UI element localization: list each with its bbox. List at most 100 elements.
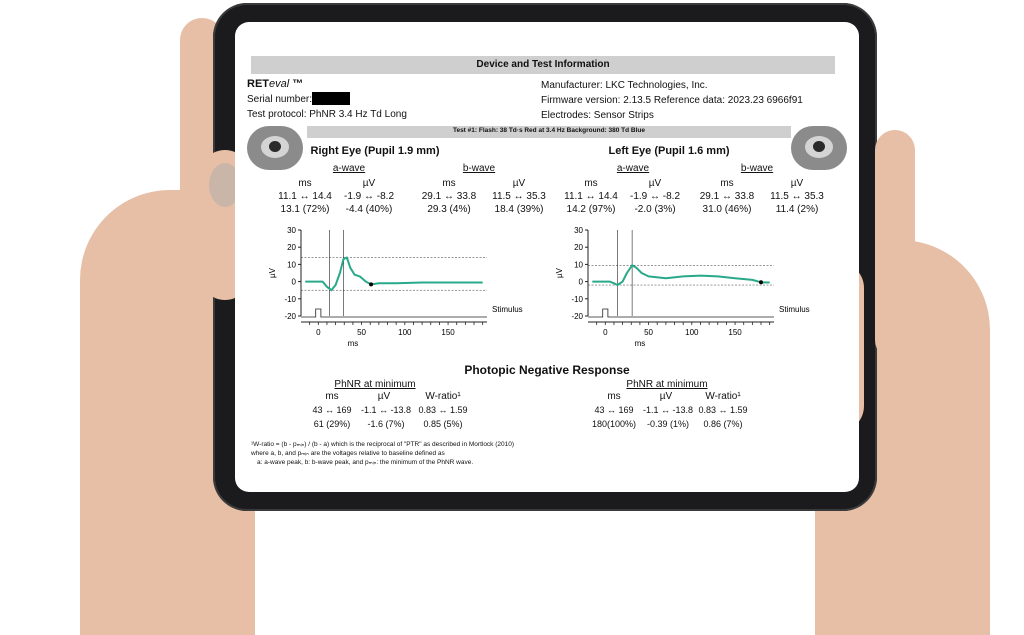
right-phnr-range: 0.83 ↔ 1.59 bbox=[418, 405, 468, 415]
left-x-tick-label: 50 bbox=[644, 328, 653, 337]
right-x-axis-label: ms bbox=[348, 339, 359, 348]
device-brand: RETeval ™ bbox=[247, 78, 304, 90]
right-x-tick-label: 100 bbox=[398, 328, 412, 337]
test-bar bbox=[307, 126, 791, 138]
left-value: 11.4 (2%) bbox=[775, 204, 819, 215]
left-phnr-unit: ms bbox=[607, 391, 621, 402]
right-thumb bbox=[875, 130, 915, 360]
left-unit: ms bbox=[584, 178, 598, 189]
right-range: 11.1 ↔ 14.4 bbox=[278, 191, 332, 202]
right-phnr-value: 0.85 (5%) bbox=[423, 419, 463, 429]
right-y-tick-label: 30 bbox=[287, 226, 296, 235]
right-eye-title: Right Eye (Pupil 1.9 mm) bbox=[310, 145, 440, 157]
left-range: -1.9 ↔ -8.2 bbox=[629, 191, 681, 202]
left-b-wave-label: b-wave bbox=[740, 163, 774, 174]
left-value: -2.0 (3%) bbox=[634, 204, 676, 215]
right-x-tick-label: 150 bbox=[441, 328, 455, 337]
right-x-tick-label: 0 bbox=[316, 328, 321, 337]
right-value: 29.3 (4%) bbox=[427, 204, 471, 215]
right-range: 11.5 ↔ 35.3 bbox=[492, 191, 546, 202]
left-eye-image bbox=[791, 126, 847, 170]
right-y-tick-label: 10 bbox=[287, 260, 296, 269]
right-y-tick-label: 20 bbox=[287, 243, 296, 252]
right-range: 29.1 ↔ 33.8 bbox=[421, 191, 477, 202]
left-x-tick-label: 0 bbox=[603, 328, 608, 337]
phnr-title: Photopic Negative Response bbox=[464, 363, 630, 377]
footnote-line: a: a-wave peak, b: b-wave peak, and pₘᵢₙ… bbox=[257, 459, 474, 466]
left-phnr-label: PhNR at minimum bbox=[626, 379, 708, 390]
right-y-tick-label: -20 bbox=[284, 312, 296, 321]
right-eye-image bbox=[247, 126, 303, 170]
right-unit: µV bbox=[362, 178, 376, 189]
right-stimulus-trace bbox=[301, 308, 487, 318]
left-phnr-range: -1.1 ↔ -13.8 bbox=[642, 405, 694, 415]
right-value: -4.4 (40%) bbox=[345, 204, 393, 215]
electrodes: Electrodes: Sensor Strips bbox=[541, 110, 654, 121]
right-phnr-unit: ms bbox=[325, 391, 339, 402]
right-phnr-value: -1.6 (7%) bbox=[367, 419, 405, 429]
right-phnr-label: PhNR at minimum bbox=[334, 379, 416, 390]
right-unit: µV bbox=[512, 178, 526, 189]
left-phnr-unit: µV bbox=[659, 391, 673, 402]
left-y-tick-label: 10 bbox=[574, 260, 583, 269]
test-protocol: Test protocol: PhNR 3.4 Hz Td Long bbox=[247, 109, 407, 120]
left-x-axis-label: ms bbox=[635, 339, 646, 348]
left-range: 11.1 ↔ 14.4 bbox=[564, 191, 618, 202]
right-y-tick-label: -10 bbox=[284, 295, 296, 304]
right-y-axis-label: µV bbox=[268, 267, 277, 278]
left-phnr-range: 0.83 ↔ 1.59 bbox=[698, 405, 748, 415]
right-stimulus-label: Stimulus bbox=[492, 305, 523, 314]
left-range: 29.1 ↔ 33.8 bbox=[699, 191, 755, 202]
right-value: 13.1 (72%) bbox=[280, 204, 330, 215]
left-y-tick-label: 30 bbox=[574, 226, 583, 235]
left-phnr-value: -0.39 (1%) bbox=[646, 419, 690, 429]
left-value: 14.2 (97%) bbox=[566, 204, 616, 215]
right-a-wave-label: a-wave bbox=[332, 163, 366, 174]
left-range: 11.5 ↔ 35.3 bbox=[770, 191, 824, 202]
page-title: Device and Test Information bbox=[476, 59, 610, 70]
right-unit: ms bbox=[442, 178, 456, 189]
left-y-tick-label: 0 bbox=[579, 278, 584, 287]
left-phnr-range: 43 ↔ 169 bbox=[594, 405, 634, 415]
tablet-screen: Device and Test Information RETeval ™ Se… bbox=[235, 22, 859, 492]
right-unit: ms bbox=[298, 178, 312, 189]
left-erg-waveform bbox=[592, 264, 770, 286]
left-y-tick-label: -20 bbox=[571, 312, 583, 321]
left-phnr-unit: W-ratio¹ bbox=[705, 391, 741, 402]
serial-redacted bbox=[312, 92, 350, 105]
firmware-version: Firmware version: 2.13.5 Reference data:… bbox=[541, 95, 803, 106]
right-phnr-point bbox=[369, 282, 374, 287]
left-y-axis-label: µV bbox=[555, 267, 564, 278]
footnote-line: where a, b, and pₘᵢₙ are the voltages re… bbox=[251, 450, 445, 457]
left-y-tick-label: -10 bbox=[571, 295, 583, 304]
header-bar bbox=[251, 56, 835, 74]
right-erg-waveform bbox=[305, 256, 483, 292]
right-phnr-unit: µV bbox=[377, 391, 391, 402]
right-range: -1.9 ↔ -8.2 bbox=[343, 191, 395, 202]
right-phnr-range: -1.1 ↔ -13.8 bbox=[360, 405, 412, 415]
left-unit: µV bbox=[790, 178, 804, 189]
manufacturer: Manufacturer: LKC Technologies, Inc. bbox=[541, 80, 708, 91]
left-y-tick-label: 20 bbox=[574, 243, 583, 252]
footnote-line: ¹W-ratio = (b - pₘᵢₙ) / (b - a) which is… bbox=[251, 441, 515, 448]
left-phnr-value: 0.86 (7%) bbox=[703, 419, 743, 429]
left-unit: ms bbox=[720, 178, 734, 189]
right-value: 18.4 (39%) bbox=[494, 204, 544, 215]
right-phnr-range: 43 ↔ 169 bbox=[312, 405, 352, 415]
left-value: 31.0 (46%) bbox=[702, 204, 752, 215]
left-phnr-point bbox=[759, 280, 764, 285]
right-y-tick-label: 0 bbox=[292, 278, 297, 287]
right-phnr-value: 61 (29%) bbox=[313, 419, 351, 429]
left-eye-title: Left Eye (Pupil 1.6 mm) bbox=[608, 145, 730, 157]
left-stimulus-label: Stimulus bbox=[779, 305, 810, 314]
right-phnr-unit: W-ratio¹ bbox=[425, 391, 461, 402]
left-phnr-value: 180(100%) bbox=[591, 419, 637, 429]
left-x-tick-label: 100 bbox=[685, 328, 699, 337]
left-x-tick-label: 150 bbox=[728, 328, 742, 337]
left-a-wave-label: a-wave bbox=[616, 163, 650, 174]
right-b-wave-label: b-wave bbox=[462, 163, 496, 174]
serial-label: Serial number: bbox=[247, 94, 313, 105]
